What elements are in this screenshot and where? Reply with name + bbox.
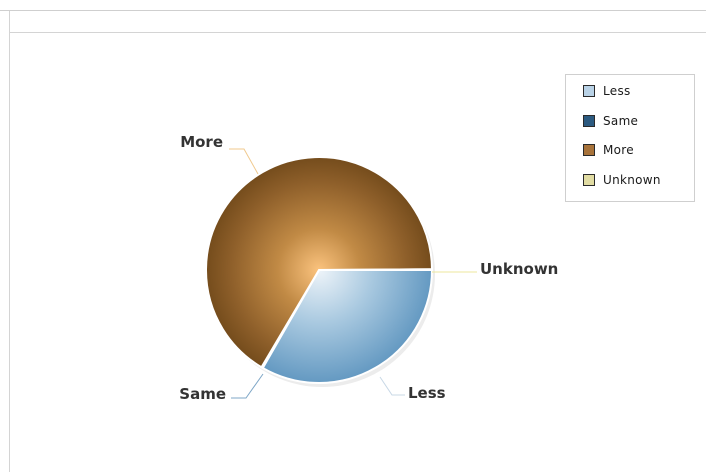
leader-line-more (229, 148, 259, 175)
left-border (9, 11, 10, 472)
legend-label-more: More (603, 143, 634, 157)
legend-label-less: Less (603, 84, 631, 98)
leader-line-same (231, 373, 264, 399)
legend-item-less: Less (583, 83, 631, 99)
top-border (0, 10, 706, 11)
slice-label-less: Less (408, 384, 446, 402)
legend-swatch-unknown (583, 174, 595, 186)
panel-header (10, 11, 706, 33)
legend-item-unknown: Unknown (583, 172, 661, 188)
chart-legend: Less Same More Unknown (565, 74, 695, 202)
pie-slice-more (205, 156, 434, 369)
legend-label-same: Same (603, 114, 639, 128)
legend-item-same: Same (583, 113, 638, 129)
pie-slice-less (261, 269, 434, 384)
legend-swatch-more (583, 144, 595, 156)
slice-label-unknown: Unknown (480, 260, 558, 278)
legend-item-more: More (583, 142, 634, 158)
pie-slice-unknown (318, 268, 434, 271)
leader-line-less (379, 376, 405, 396)
legend-swatch-same (583, 115, 595, 127)
slice-label-same: Same (179, 385, 226, 403)
legend-label-unknown: Unknown (603, 173, 661, 187)
legend-swatch-less (583, 85, 595, 97)
slice-label-more: More (180, 133, 223, 151)
